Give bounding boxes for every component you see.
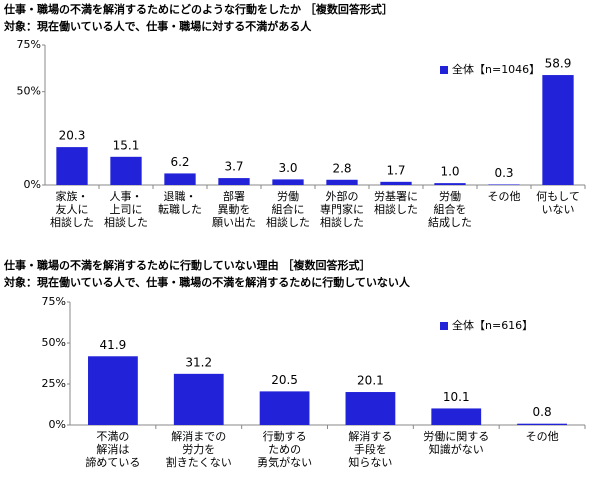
chart-subtitle: 対象：現在働いている人で、仕事・職場に対する不満がある人 <box>3 19 312 33</box>
data-label: 6.2 <box>170 155 189 169</box>
bar <box>88 356 138 425</box>
data-label: 15.1 <box>113 138 140 152</box>
x-tick-label: 外部の <box>326 189 359 203</box>
data-label: 20.1 <box>357 374 384 388</box>
y-tick-label: 0% <box>24 178 41 191</box>
x-tick-label: 結成した <box>428 215 472 229</box>
x-tick-label: 労働 <box>439 189 461 203</box>
x-tick-label: 解消する <box>348 429 392 443</box>
data-label: 2.8 <box>332 161 351 175</box>
x-tick-label: 相談した <box>320 215 364 229</box>
x-tick-label: 勇気がない <box>257 455 312 469</box>
bar <box>488 184 520 185</box>
x-tick-label: その他 <box>488 190 521 203</box>
data-label: 3.7 <box>224 160 243 174</box>
data-label: 31.2 <box>185 355 212 369</box>
y-tick-label: 50% <box>42 336 66 349</box>
chart-title: 仕事・職場の不満を解消するために行動していない理由 ［複数回答形式］ <box>3 258 371 272</box>
legend-swatch <box>440 66 448 74</box>
x-tick-label: 願い出た <box>212 215 256 229</box>
data-label: 20.5 <box>271 373 298 387</box>
bar <box>164 173 196 185</box>
x-tick-label: 相談した <box>374 202 418 216</box>
x-tick-label: 退職・ <box>164 190 197 203</box>
data-label: 10.1 <box>443 390 470 404</box>
legend-swatch <box>440 322 448 330</box>
x-tick-label: 手段を <box>354 442 387 456</box>
data-label: 3.0 <box>278 161 297 175</box>
x-tick-label: 友人に <box>56 202 89 216</box>
x-tick-label: 相談した <box>50 215 94 229</box>
x-tick-label: 人事・ <box>110 190 143 203</box>
y-tick-label: 75% <box>42 295 66 308</box>
x-tick-label: 専門家に <box>320 202 364 216</box>
x-tick-label: 組合を <box>434 202 467 216</box>
x-tick-label: ための <box>268 443 301 456</box>
x-tick-label: 相談した <box>104 215 148 229</box>
x-tick-label: 相談した <box>266 215 310 229</box>
x-tick-label: 異動を <box>218 202 251 216</box>
data-label: 20.3 <box>59 129 86 143</box>
x-tick-label: 割きたくない <box>166 455 232 469</box>
bar <box>218 178 250 185</box>
x-tick-label: 上司に <box>110 203 143 216</box>
x-tick-label: 知らない <box>348 455 392 469</box>
x-tick-label: 部署 <box>223 189 245 203</box>
x-tick-label: 労働に関する <box>423 429 489 443</box>
bar <box>326 179 358 185</box>
bar <box>517 423 567 425</box>
bar <box>345 392 396 425</box>
x-tick-label: 諦めている <box>85 455 140 469</box>
x-tick-label: 労力を <box>182 442 215 456</box>
y-tick-label: 50% <box>17 85 41 98</box>
x-tick-label: いない <box>542 203 575 216</box>
bar <box>542 75 574 185</box>
bar <box>110 156 142 185</box>
bar <box>259 391 310 425</box>
y-tick-label: 0% <box>49 418 66 431</box>
x-tick-label: 転職した <box>158 203 202 216</box>
legend-label: 全体【n=1046】 <box>452 62 540 76</box>
x-tick-label: 知識がない <box>429 442 484 456</box>
x-tick-label: 行動する <box>263 429 307 443</box>
data-label: 1.0 <box>440 165 459 179</box>
data-label: 41.9 <box>100 338 127 352</box>
x-tick-label: 解消までの <box>171 429 226 443</box>
x-tick-label: 労働 <box>277 189 299 203</box>
data-label: 0.8 <box>533 405 552 419</box>
y-tick-label: 25% <box>42 377 66 390</box>
x-tick-label: 不満の <box>96 430 129 443</box>
y-tick-label: 75% <box>17 38 41 51</box>
bar <box>431 408 482 425</box>
x-tick-label: 家族・ <box>56 189 89 203</box>
bar <box>380 181 412 185</box>
bar <box>173 373 224 425</box>
data-label: 1.7 <box>386 163 405 177</box>
x-tick-label: 解消は <box>96 442 129 456</box>
bar <box>272 179 304 185</box>
data-label: 58.9 <box>545 57 572 71</box>
data-label: 0.3 <box>494 166 513 180</box>
bar <box>434 183 466 185</box>
bar <box>56 147 88 185</box>
x-tick-label: 何もして <box>536 190 580 203</box>
legend-label: 全体【n=616】 <box>452 318 533 332</box>
x-tick-label: その他 <box>526 430 559 443</box>
chart-subtitle: 対象：現在働いている人で、仕事・職場の不満を解消するために行動していない人 <box>3 275 411 289</box>
x-tick-label: 労基署に <box>374 189 418 203</box>
x-tick-label: 組合に <box>272 202 305 216</box>
chart-title: 仕事・職場の不満を解消するためにどのような行動をしたか ［複数回答形式］ <box>3 2 393 16</box>
